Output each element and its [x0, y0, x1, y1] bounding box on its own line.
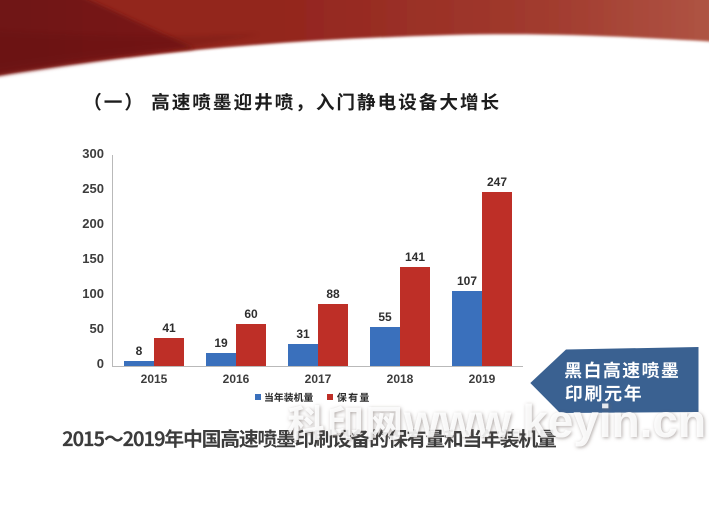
svg-text:www.keyin.cn: www.keyin.cn: [403, 395, 706, 447]
